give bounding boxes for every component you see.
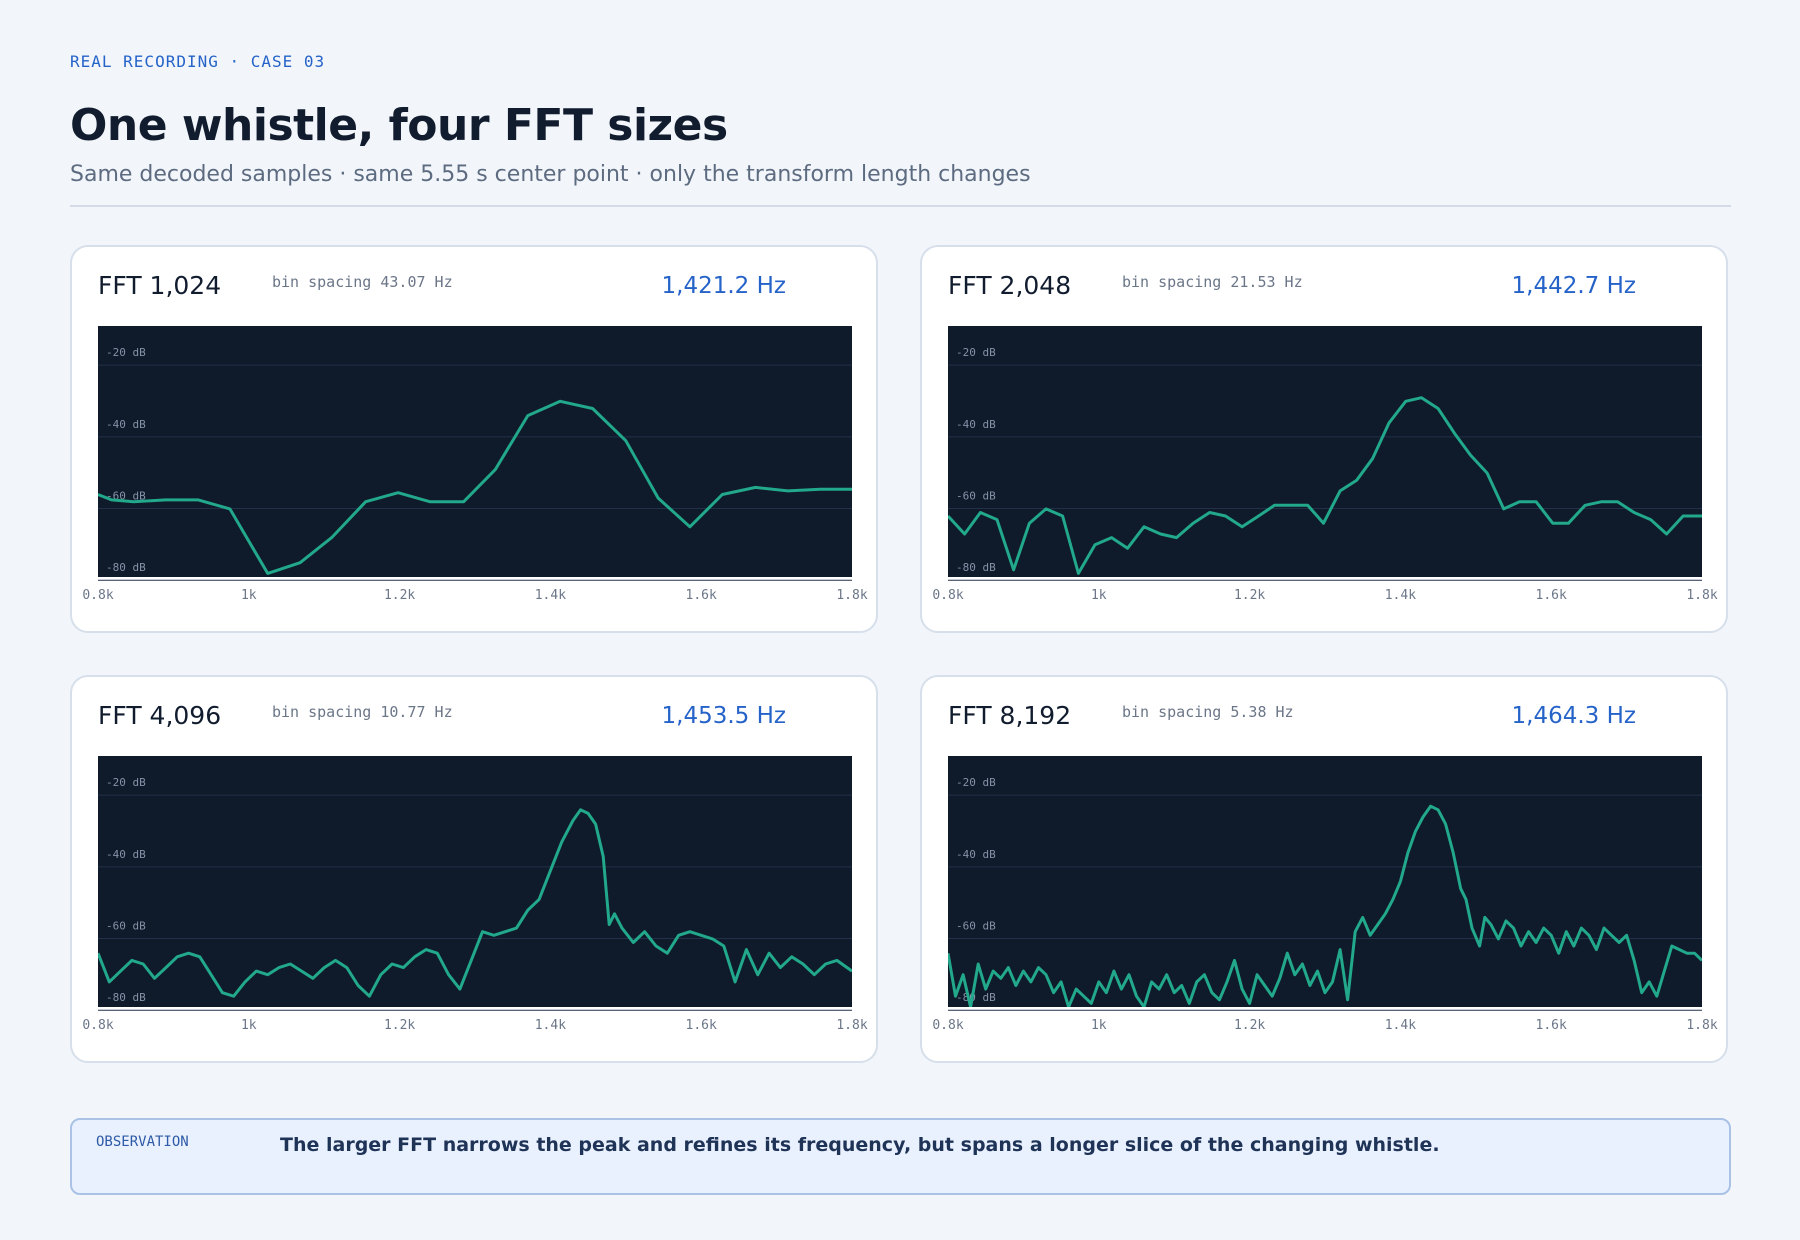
x-tick-label: 1.8k <box>1686 588 1717 603</box>
bin-spacing-label: bin spacing 5.38 Hz <box>1122 703 1294 721</box>
x-tick-label: 1.4k <box>535 1018 566 1033</box>
x-tick-label: 1.8k <box>1686 1018 1717 1033</box>
bin-spacing-label: bin spacing 43.07 Hz <box>272 273 453 291</box>
x-tick-label: 1k <box>241 588 257 603</box>
y-tick-label: -80 dB <box>956 561 996 574</box>
spectrum-line <box>98 399 852 575</box>
divider <box>70 205 1731 207</box>
x-tick-label: 1k <box>1091 588 1107 603</box>
x-tick-label: 0.8k <box>932 588 963 603</box>
bin-spacing-label: bin spacing 10.77 Hz <box>272 703 453 721</box>
fft-size-label: FFT 2,048 <box>948 271 1072 300</box>
bin-spacing-label: bin spacing 21.53 Hz <box>1122 273 1303 291</box>
y-tick-label: -20 dB <box>106 776 146 789</box>
peak-frequency: 1,421.2 Hz <box>661 273 786 299</box>
y-tick-label: -60 dB <box>956 490 996 503</box>
spectrum-chart: -20 dB -40 dB -60 dB -80 dB 0.8k 1k 1.2k 1.4k 1.… <box>82 756 868 1033</box>
observation-label: OBSERVATION <box>96 1134 189 1150</box>
y-tick-label: -80 dB <box>106 991 146 1004</box>
x-tick-label: 1.6k <box>1536 588 1567 603</box>
y-tick-label: -40 dB <box>956 848 996 861</box>
x-tick-label: 1.2k <box>1234 588 1265 603</box>
x-tick-label: 1.2k <box>1234 1018 1265 1033</box>
fft-panel-2048: FFT 2,048 bin spacing 21.53 Hz 1,442.7 H… <box>920 245 1728 633</box>
x-tick-label: 1.2k <box>384 1018 415 1033</box>
x-tick-label: 1.6k <box>686 588 717 603</box>
x-tick-label: 1.8k <box>836 588 867 603</box>
y-tick-label: -60 dB <box>106 920 146 933</box>
y-tick-label: -20 dB <box>956 346 996 359</box>
page-title: One whistle, four FFT sizes <box>70 100 728 151</box>
y-tick-label: -60 dB <box>956 920 996 933</box>
spectrum-line <box>948 396 1702 575</box>
x-tick-label: 1.8k <box>836 1018 867 1033</box>
peak-frequency: 1,464.3 Hz <box>1511 703 1636 729</box>
x-tick-label: 1.4k <box>1385 588 1416 603</box>
spectrum-line <box>98 808 852 998</box>
x-tick-label: 0.8k <box>82 588 113 603</box>
y-tick-label: -40 dB <box>106 418 146 431</box>
fft-size-label: FFT 1,024 <box>98 271 222 300</box>
x-tick-label: 0.8k <box>82 1018 113 1033</box>
plot-area <box>948 326 1702 577</box>
plot-area <box>98 326 852 577</box>
peak-frequency: 1,442.7 Hz <box>1511 273 1636 299</box>
x-tick-label: 1k <box>241 1018 257 1033</box>
x-tick-label: 1.4k <box>535 588 566 603</box>
observation-text: The larger FFT narrows the peak and refi… <box>280 1134 1440 1156</box>
x-tick-label: 0.8k <box>932 1018 963 1033</box>
x-tick-label: 1.2k <box>384 588 415 603</box>
y-tick-label: -20 dB <box>106 346 146 359</box>
spectrum-line <box>948 804 1702 1007</box>
y-tick-label: -80 dB <box>956 991 996 1004</box>
fft-panel-1024: FFT 1,024 bin spacing 43.07 Hz 1,421.2 H… <box>70 245 878 633</box>
page-subtitle: Same decoded samples · same 5.55 s cente… <box>70 162 1031 187</box>
spectrum-chart: -20 dB -40 dB -60 dB -80 dB 0.8k 1k 1.2k 1.4k 1.… <box>932 326 1718 603</box>
fft-size-label: FFT 8,192 <box>948 701 1072 730</box>
x-tick-label: 1k <box>1091 1018 1107 1033</box>
fft-panel-8192: FFT 8,192 bin spacing 5.38 Hz 1,464.3 Hz… <box>920 675 1728 1063</box>
y-tick-label: -40 dB <box>106 848 146 861</box>
y-tick-label: -20 dB <box>956 776 996 789</box>
observation-box: OBSERVATION The larger FFT narrows the p… <box>70 1118 1731 1195</box>
y-tick-label: -40 dB <box>956 418 996 431</box>
spectrum-chart: -20 dB -40 dB -60 dB -80 dB 0.8k 1k 1.2k 1.4k 1.… <box>932 756 1718 1033</box>
x-tick-label: 1.6k <box>686 1018 717 1033</box>
plot-area <box>948 756 1702 1007</box>
fft-panel-4096: FFT 4,096 bin spacing 10.77 Hz 1,453.5 H… <box>70 675 878 1063</box>
y-tick-label: -80 dB <box>106 561 146 574</box>
plot-area <box>98 756 852 1007</box>
fft-size-label: FFT 4,096 <box>98 701 222 730</box>
x-tick-label: 1.6k <box>1536 1018 1567 1033</box>
spectrum-chart: -20 dB-40 dB-60 dB-80 dB0.8k 1k 1.2k 1.4k 1.… <box>82 326 868 603</box>
eyebrow: REAL RECORDING · CASE 03 <box>70 52 326 71</box>
x-tick-label: 1.4k <box>1385 1018 1416 1033</box>
peak-frequency: 1,453.5 Hz <box>661 703 786 729</box>
